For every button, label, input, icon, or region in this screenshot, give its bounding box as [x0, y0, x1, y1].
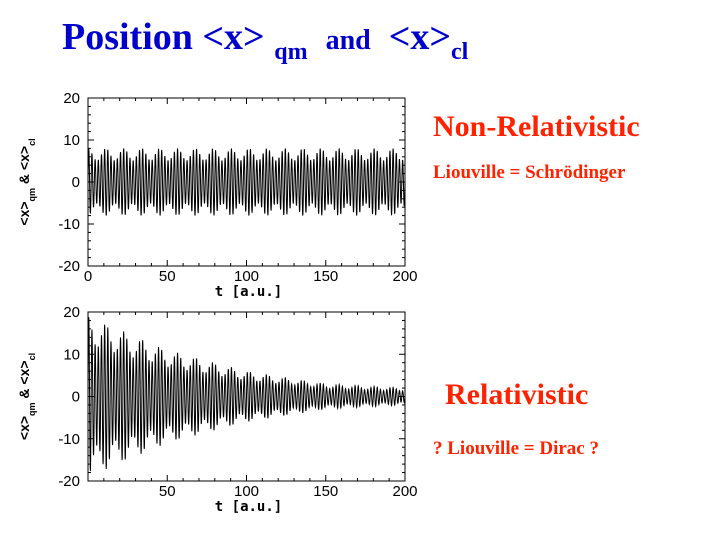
- series-line-1: [87, 148, 406, 216]
- y-tick-label: -10: [58, 216, 80, 233]
- x-tick-label: 200: [392, 483, 417, 500]
- x-tick-label: 0: [84, 268, 92, 285]
- title-sub-qm: qm: [274, 39, 308, 65]
- y-tick-label: 20: [63, 304, 80, 321]
- x-tick-label: 100: [234, 268, 259, 285]
- title-sub-cl: cl: [451, 39, 469, 65]
- x-tick-label: 150: [313, 483, 338, 500]
- x-axis-label: t [a.u.]: [215, 284, 282, 300]
- x-axis-label: t [a.u.]: [215, 499, 282, 515]
- y-axis-label: <x>qm & <x>cl: [16, 138, 37, 225]
- nonrel-caption: Liouville = Schrödinger: [433, 162, 626, 183]
- rel-caption: ? Liouville = Dirac ?: [433, 438, 599, 459]
- y-tick-label: -10: [58, 431, 80, 448]
- rel-heading: Relativistic: [445, 378, 589, 411]
- title-and: and: [325, 25, 371, 56]
- y-tick-label: -20: [58, 258, 80, 275]
- x-tick-label: 150: [313, 268, 338, 285]
- page-title: Position <x> qm and <x>cl: [62, 16, 468, 64]
- series-line-2: [87, 317, 406, 472]
- title-main2: <x>: [388, 16, 452, 58]
- nonrel-heading: Non-Relativistic: [433, 110, 640, 143]
- y-tick-label: -20: [58, 473, 80, 490]
- x-tick-label: 50: [159, 268, 176, 285]
- y-tick-label: 0: [72, 389, 80, 406]
- y-tick-label: 0: [72, 174, 80, 191]
- title-main: Position <x>: [62, 16, 265, 58]
- y-tick-label: 10: [63, 346, 80, 363]
- y-tick-label: 20: [63, 90, 80, 107]
- y-axis-label-text: <x>qm & <x>cl: [16, 353, 37, 440]
- x-tick-label: 100: [234, 483, 259, 500]
- x-tick-label: 50: [159, 483, 176, 500]
- y-tick-label: 10: [63, 132, 80, 149]
- y-axis-label-text: <x>qm & <x>cl: [16, 138, 37, 225]
- x-tick-label: 200: [392, 268, 417, 285]
- y-axis-label: <x>qm & <x>cl: [16, 353, 37, 440]
